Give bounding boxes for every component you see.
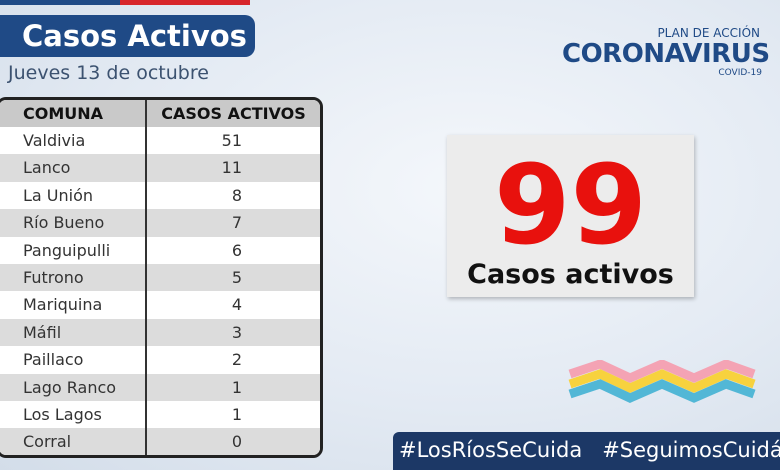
- wave-decoration: [568, 360, 756, 403]
- table-header: COMUNA CASOS ACTIVOS: [0, 100, 320, 127]
- cases-cell: 1: [231, 404, 242, 424]
- cases-cell: 11: [221, 158, 242, 178]
- table-row: Lanco 11: [0, 154, 320, 182]
- cases-cell: 51: [221, 131, 242, 150]
- commune-cell: Panguipulli: [0, 236, 147, 264]
- flag-red: [120, 0, 250, 5]
- table-row: Panguipulli 6: [0, 236, 320, 264]
- commune-cell: Lago Ranco: [0, 373, 147, 401]
- commune-cell: Máfil: [0, 318, 147, 347]
- table-row: Corral 0: [0, 428, 320, 455]
- cases-table: COMUNA CASOS ACTIVOS Valdivia 51 Lanco 11 La U…: [0, 97, 323, 458]
- total: 99: [493, 141, 648, 269]
- table-row: Río Bueno 7: [0, 209, 320, 237]
- logo-name: CORONAVIRUS: [562, 39, 770, 69]
- table-row: Paillaco 2: [0, 346, 320, 374]
- cases-cell: 2: [231, 350, 242, 370]
- table-row: Los Lagos 1: [0, 400, 320, 429]
- cases-cell: 1: [231, 377, 242, 397]
- cases-cell: 6: [231, 240, 242, 260]
- commune-cell: Los Lagos: [0, 400, 147, 429]
- flag-blue: [0, 0, 120, 5]
- total-label: Casos activos: [467, 259, 674, 290]
- cases-cell: 0: [231, 432, 242, 452]
- column-header: COMUNA: [0, 100, 147, 127]
- table-row: La Unión 8: [0, 181, 320, 210]
- commune-cell: Río Bueno: [0, 209, 147, 237]
- commune-cell: Mariquina: [0, 291, 147, 319]
- commune-cell: Corral: [0, 428, 147, 455]
- cases-cell: 4: [231, 295, 242, 315]
- wave-blue: [568, 379, 756, 403]
- commune-cell: La Unión: [0, 181, 147, 210]
- hashtag: #SeguimosCuidándonos: [602, 438, 780, 462]
- title: Casos Activos: [0, 15, 255, 57]
- commune-cell: Valdivia: [0, 127, 147, 155]
- cases-cell: 3: [231, 322, 242, 342]
- table-row: Máfil 3: [0, 318, 320, 347]
- cases-cell: 8: [231, 185, 242, 205]
- wave-yellow: [568, 369, 756, 393]
- table-row: Valdivia 51: [0, 127, 320, 155]
- wave-pink: [568, 360, 756, 383]
- hashtag: #LosRíosSeCuida: [399, 438, 583, 462]
- commune-cell: Lanco: [0, 154, 147, 182]
- hashtag-bar: #LosRíosSeCuida #SeguimosCuidándonos: [393, 432, 780, 470]
- commune-cell: Futrono: [0, 263, 147, 292]
- column-header: CASOS ACTIVOS: [161, 104, 306, 123]
- cases-cell: 5: [231, 267, 242, 287]
- cases-cell: 7: [231, 213, 242, 233]
- logo-sub: COVID-19: [718, 68, 762, 78]
- logo-plan: PLAN DE ACCIÓN: [657, 26, 760, 40]
- date: Jueves 13 de octubre: [8, 62, 209, 84]
- table-row: Futrono 5: [0, 263, 320, 292]
- summary-box: 99 Casos activos: [447, 135, 694, 297]
- logo: PLAN DE ACCIÓN CORONAVIRUS COVID-19: [562, 26, 770, 78]
- commune-cell: Paillaco: [0, 346, 147, 374]
- table-row: Mariquina 4: [0, 291, 320, 319]
- table-row: Lago Ranco 1: [0, 373, 320, 401]
